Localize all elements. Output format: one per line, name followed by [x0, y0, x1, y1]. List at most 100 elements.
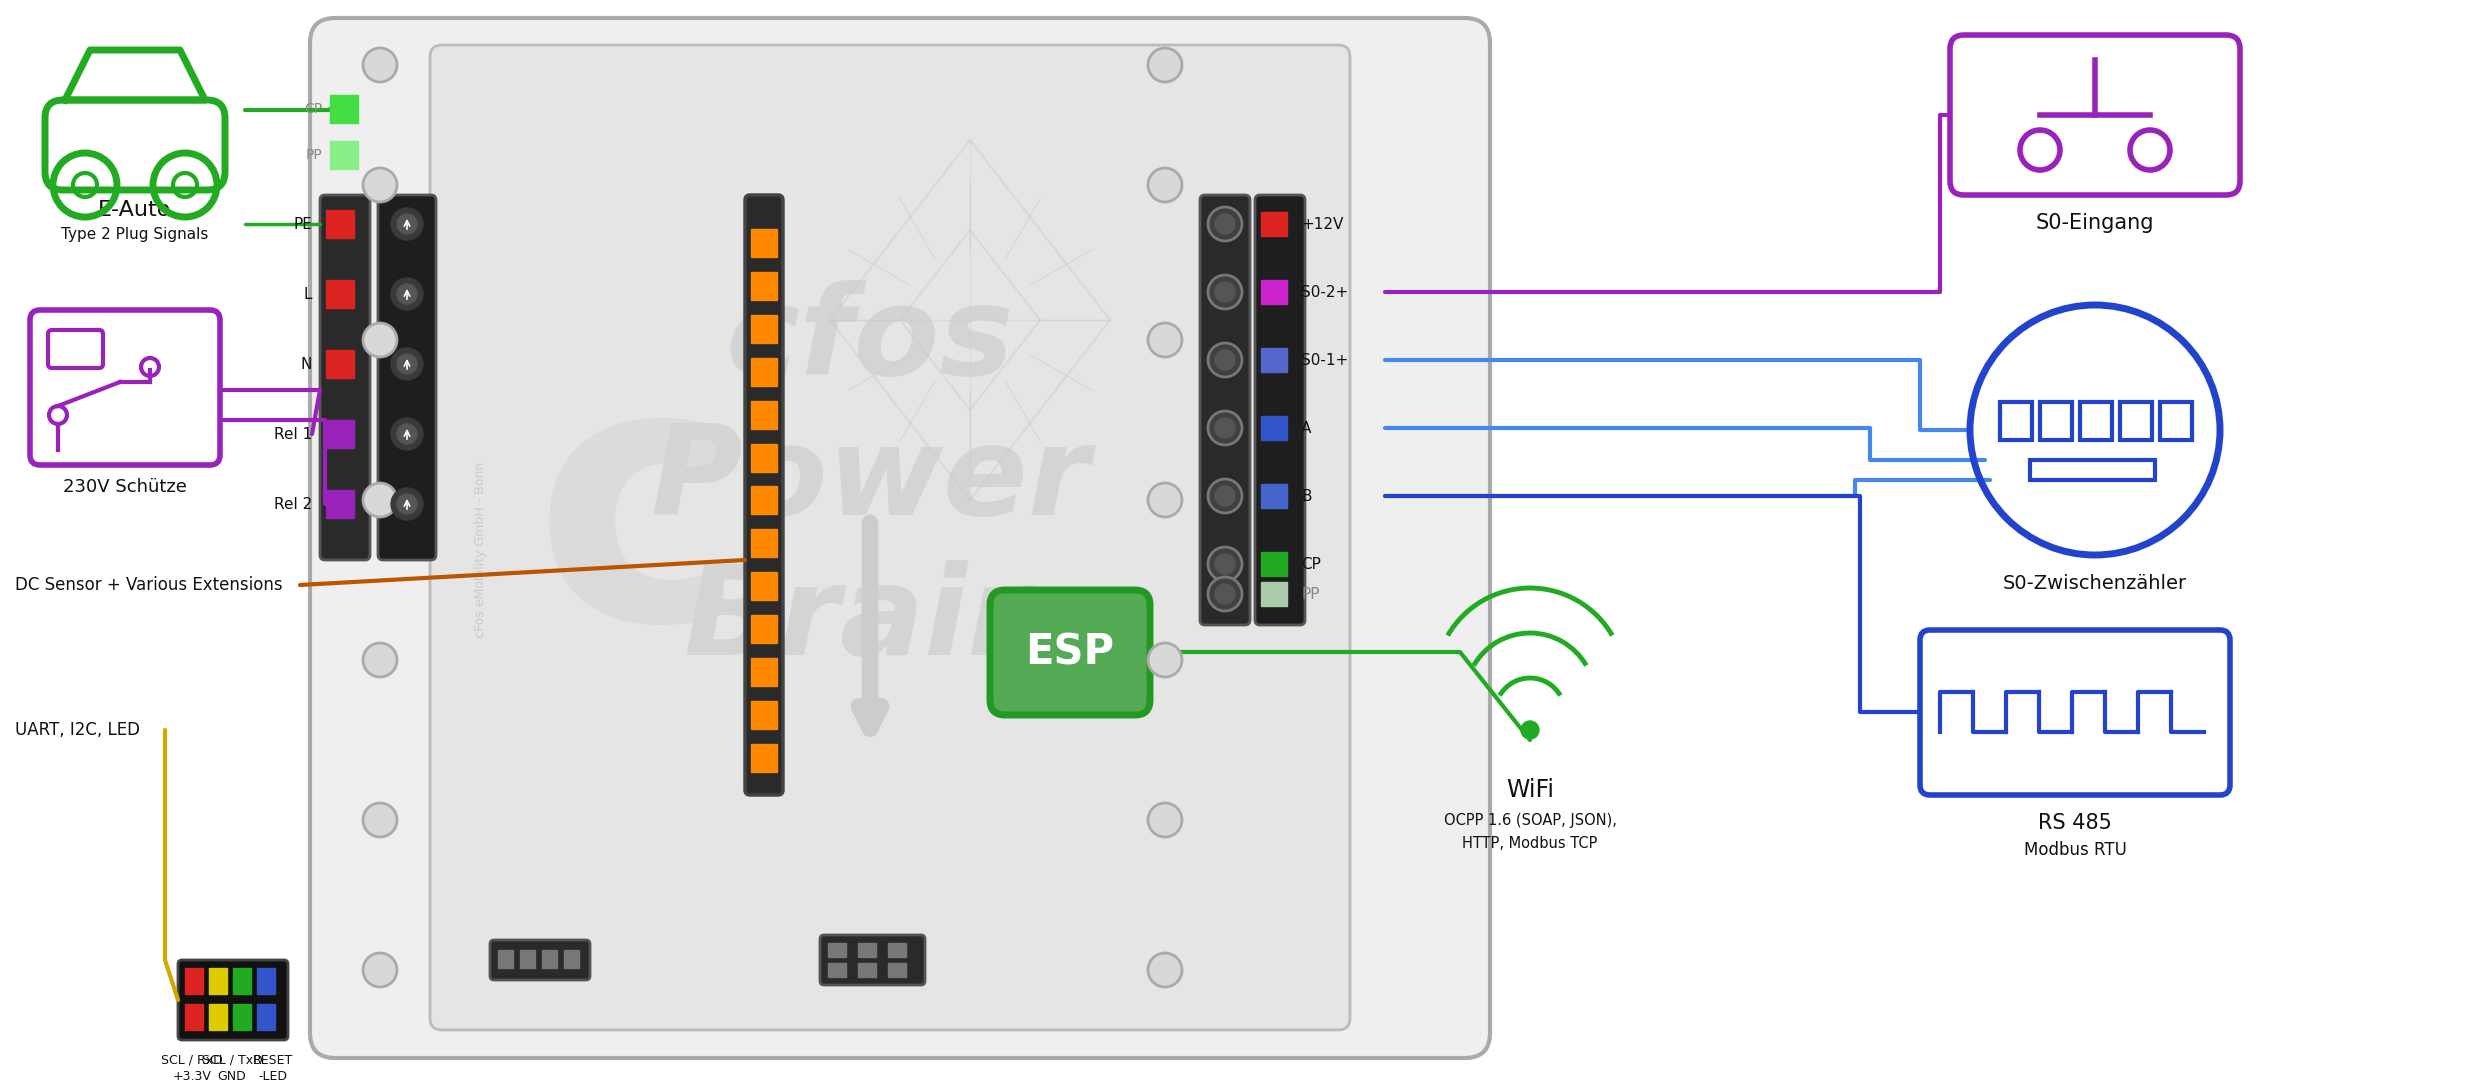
Text: cfos
Power
Brain: cfos Power Brain: [650, 279, 1089, 681]
Bar: [258, 1003, 275, 1030]
Bar: [1260, 582, 1287, 606]
Circle shape: [397, 214, 417, 233]
Text: Type 2 Plug Signals: Type 2 Plug Signals: [62, 227, 208, 241]
Bar: [751, 401, 776, 429]
Bar: [751, 615, 776, 643]
Bar: [330, 141, 357, 169]
Circle shape: [397, 354, 417, 374]
Circle shape: [1208, 275, 1242, 310]
Circle shape: [1148, 323, 1183, 357]
Circle shape: [1215, 282, 1235, 302]
Text: PP: PP: [305, 148, 322, 162]
Circle shape: [1215, 350, 1235, 370]
Bar: [751, 273, 776, 300]
Bar: [858, 943, 875, 957]
Circle shape: [1215, 487, 1235, 506]
FancyBboxPatch shape: [744, 195, 784, 795]
Circle shape: [1215, 584, 1235, 604]
Bar: [521, 950, 536, 968]
Bar: [186, 1003, 203, 1030]
Text: RESET: RESET: [253, 1053, 293, 1066]
Text: 230V Schütze: 230V Schütze: [62, 478, 186, 496]
Circle shape: [362, 48, 397, 83]
Bar: [2160, 402, 2192, 440]
Circle shape: [362, 803, 397, 837]
Circle shape: [1208, 207, 1242, 241]
Bar: [330, 94, 357, 123]
FancyBboxPatch shape: [310, 18, 1490, 1058]
Circle shape: [397, 494, 417, 514]
Bar: [751, 529, 776, 557]
Circle shape: [1215, 554, 1235, 574]
Bar: [751, 443, 776, 471]
Bar: [751, 744, 776, 771]
Bar: [858, 963, 875, 977]
Bar: [2041, 402, 2071, 440]
Text: Modbus RTU: Modbus RTU: [2024, 841, 2125, 859]
Bar: [208, 968, 228, 994]
Circle shape: [392, 488, 424, 520]
Bar: [325, 210, 355, 238]
Text: -LED: -LED: [258, 1070, 288, 1083]
Text: CP: CP: [1302, 556, 1322, 571]
Bar: [888, 963, 905, 977]
Bar: [325, 350, 355, 378]
Bar: [1260, 280, 1287, 304]
FancyBboxPatch shape: [377, 195, 436, 560]
Text: CP: CP: [305, 102, 322, 116]
Circle shape: [362, 643, 397, 677]
Circle shape: [362, 168, 397, 202]
Circle shape: [362, 483, 397, 517]
Bar: [751, 315, 776, 343]
Text: SCL / TxD: SCL / TxD: [201, 1053, 263, 1066]
Circle shape: [1148, 954, 1183, 987]
Circle shape: [1148, 803, 1183, 837]
Bar: [751, 700, 776, 729]
Bar: [325, 490, 355, 518]
Bar: [751, 229, 776, 257]
Circle shape: [1208, 479, 1242, 513]
Text: S0-Zwischenzähler: S0-Zwischenzähler: [2004, 573, 2187, 593]
Bar: [498, 950, 513, 968]
Text: L: L: [303, 287, 312, 302]
Bar: [828, 943, 846, 957]
Circle shape: [392, 209, 424, 240]
Circle shape: [362, 954, 397, 987]
Bar: [2120, 402, 2153, 440]
Circle shape: [1208, 343, 1242, 377]
FancyBboxPatch shape: [990, 590, 1151, 715]
Text: Rel 1: Rel 1: [273, 427, 312, 442]
Text: PE: PE: [293, 216, 312, 231]
FancyBboxPatch shape: [821, 935, 925, 985]
Bar: [258, 968, 275, 994]
Bar: [751, 572, 776, 601]
Circle shape: [392, 348, 424, 380]
Bar: [563, 950, 578, 968]
Text: N: N: [300, 356, 312, 371]
Circle shape: [1148, 168, 1183, 202]
Circle shape: [392, 278, 424, 310]
Bar: [325, 280, 355, 308]
FancyBboxPatch shape: [1200, 195, 1250, 626]
Bar: [186, 968, 203, 994]
Circle shape: [1148, 48, 1183, 83]
Circle shape: [1215, 418, 1235, 438]
Bar: [1260, 212, 1287, 236]
Circle shape: [392, 418, 424, 450]
Text: OCPP 1.6 (SOAP, JSON),: OCPP 1.6 (SOAP, JSON),: [1443, 812, 1617, 828]
Bar: [1260, 484, 1287, 508]
Bar: [543, 950, 558, 968]
Text: WiFi: WiFi: [1505, 778, 1555, 801]
Bar: [888, 943, 905, 957]
Bar: [1999, 402, 2031, 440]
Text: cFos eMobility GmbH - Bonn: cFos eMobility GmbH - Bonn: [474, 462, 486, 639]
Text: HTTP, Modbus TCP: HTTP, Modbus TCP: [1463, 835, 1597, 850]
Text: S0-Eingang: S0-Eingang: [2036, 213, 2155, 233]
Text: DC Sensor + Various Extensions: DC Sensor + Various Extensions: [15, 576, 283, 594]
FancyBboxPatch shape: [429, 45, 1349, 1030]
Bar: [2031, 460, 2155, 480]
Text: +3.3V: +3.3V: [174, 1070, 211, 1083]
Circle shape: [397, 424, 417, 444]
Circle shape: [1215, 214, 1235, 233]
Text: A: A: [1302, 420, 1312, 435]
